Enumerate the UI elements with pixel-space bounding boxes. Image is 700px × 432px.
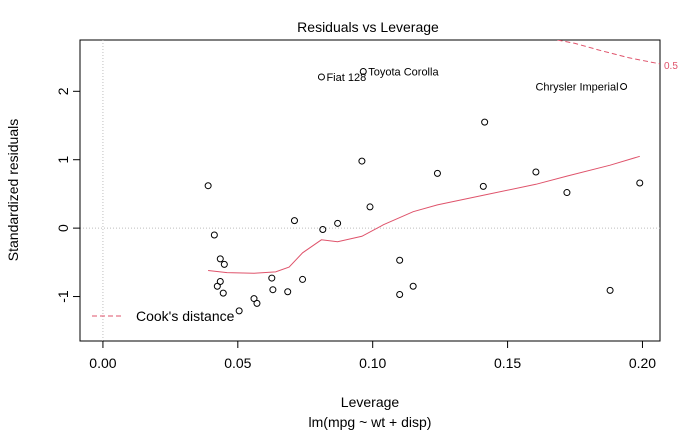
data-point bbox=[396, 256, 404, 264]
data-point bbox=[290, 217, 298, 225]
reference-lines bbox=[80, 40, 660, 341]
x-tick-label: 0.10 bbox=[359, 355, 386, 371]
legend-cooks-label: Cook's distance bbox=[136, 308, 235, 324]
data-point bbox=[396, 290, 404, 298]
data-point bbox=[216, 277, 224, 285]
x-axis: 0.00 0.05 0.10 0.15 0.20 bbox=[89, 340, 656, 371]
y-tick-label: -1 bbox=[55, 290, 71, 303]
cooks-distance-contour: 0.5 bbox=[557, 40, 678, 72]
y-tick-label: 1 bbox=[55, 156, 71, 164]
x-axis-label: Leverage bbox=[341, 394, 400, 410]
point-labels: Fiat 128 Toyota Corolla Chrysler Imperial bbox=[326, 66, 618, 93]
point-label: Fiat 128 bbox=[326, 72, 366, 84]
x-tick-label: 0.15 bbox=[494, 355, 521, 371]
data-point bbox=[210, 231, 218, 239]
x-tick-label: 0.20 bbox=[629, 355, 656, 371]
x-tick-label: 0.00 bbox=[89, 355, 116, 371]
point-label: Chrysler Imperial bbox=[535, 82, 618, 94]
data-point bbox=[299, 275, 307, 283]
data-point bbox=[268, 274, 276, 282]
data-point bbox=[359, 67, 367, 75]
data-point bbox=[219, 289, 227, 297]
model-formula-label: lm(mpg ~ wt + disp) bbox=[309, 414, 432, 430]
point-label: Toyota Corolla bbox=[368, 66, 439, 78]
legend: Cook's distance bbox=[92, 308, 235, 324]
data-point bbox=[532, 168, 540, 176]
data-point bbox=[220, 260, 228, 268]
data-point bbox=[284, 288, 292, 296]
data-point bbox=[216, 255, 224, 263]
data-points bbox=[204, 67, 644, 315]
data-point bbox=[433, 169, 441, 177]
data-point bbox=[317, 73, 325, 81]
data-point bbox=[366, 203, 374, 211]
data-point bbox=[606, 286, 614, 294]
data-point bbox=[334, 219, 342, 227]
data-point bbox=[409, 282, 417, 290]
data-point bbox=[563, 189, 571, 197]
y-tick-label: 2 bbox=[55, 87, 71, 95]
data-point bbox=[269, 286, 277, 294]
data-point bbox=[204, 182, 212, 190]
x-tick-label: 0.05 bbox=[224, 355, 251, 371]
data-point bbox=[253, 299, 261, 307]
data-point bbox=[481, 118, 489, 126]
y-axis: -1 0 1 2 bbox=[55, 87, 81, 303]
data-point bbox=[358, 157, 366, 165]
smooth-line-group bbox=[208, 155, 640, 274]
data-point bbox=[235, 307, 243, 315]
cooks-distance-level-label: 0.5 bbox=[664, 61, 678, 72]
y-tick-label: 0 bbox=[55, 224, 71, 232]
data-point bbox=[479, 182, 487, 190]
chart-title: Residuals vs Leverage bbox=[297, 19, 439, 35]
data-point bbox=[636, 179, 644, 187]
data-point bbox=[319, 225, 327, 233]
smooth-line bbox=[208, 155, 640, 274]
cooks-distance-line bbox=[557, 40, 660, 65]
data-point bbox=[620, 83, 628, 91]
y-axis-label: Standardized residuals bbox=[5, 119, 21, 261]
